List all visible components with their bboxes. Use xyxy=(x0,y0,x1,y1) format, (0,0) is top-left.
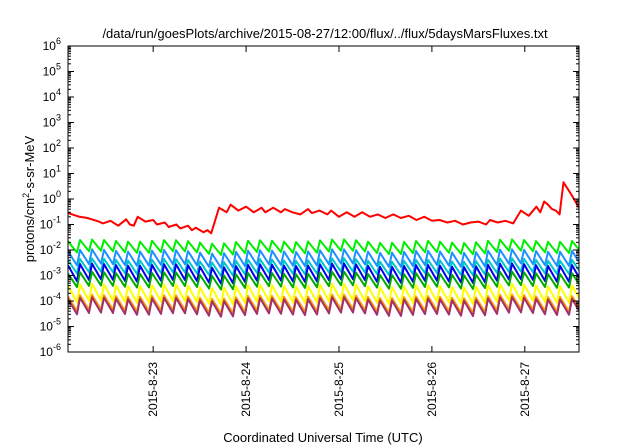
series-line-8 xyxy=(68,293,579,315)
x-tick-label: 2015-8-23 xyxy=(146,362,160,417)
y-tick-label: 10-1 xyxy=(40,215,61,232)
y-tick-label: 104 xyxy=(43,87,61,104)
y-tick-label: 10-3 xyxy=(40,266,61,283)
y-axis-label: protons/cm2-s-sr-MeV xyxy=(21,135,37,262)
series-line-2 xyxy=(68,238,579,256)
series-line-4 xyxy=(68,257,579,277)
x-tick-label: 2015-8-26 xyxy=(425,362,439,417)
series-line-5 xyxy=(68,262,579,285)
plot-area xyxy=(68,181,579,318)
y-axis: 10-6 10-5 10-4 10-3 10-2 10-1 100 101 102 103 104 1… xyxy=(40,36,579,359)
series-line-9 xyxy=(68,296,579,318)
y-tick-label: 10-4 xyxy=(40,291,61,308)
y-tick-label: 106 xyxy=(43,36,61,53)
series-line-7 xyxy=(68,282,579,306)
y-tick-label: 100 xyxy=(43,189,61,206)
y-tick-label: 105 xyxy=(43,62,61,79)
y-tick-label: 10-6 xyxy=(40,342,61,359)
x-axis-label: Coordinated Universal Time (UTC) xyxy=(223,430,422,445)
x-tick-label: 2015-8-24 xyxy=(239,362,253,417)
series-line-6 xyxy=(68,270,579,291)
x-tick-label: 2015-8-25 xyxy=(332,362,346,417)
series-line-1 xyxy=(68,181,579,235)
x-tick-label: 2015-8-27 xyxy=(518,362,532,417)
series-line-3 xyxy=(68,248,579,269)
x-axis: 2015-8-23 2015-8-24 2015-8-25 2015-8-26 2015… xyxy=(146,46,532,417)
chart-title: /data/run/goesPlots/archive/2015-08-27/1… xyxy=(102,26,548,41)
y-tick-label: 10-2 xyxy=(40,240,61,257)
y-tick-label: 10-5 xyxy=(40,317,61,334)
y-tick-label: 101 xyxy=(43,164,61,181)
y-tick-label: 102 xyxy=(43,138,61,155)
y-tick-label: 103 xyxy=(43,113,61,130)
